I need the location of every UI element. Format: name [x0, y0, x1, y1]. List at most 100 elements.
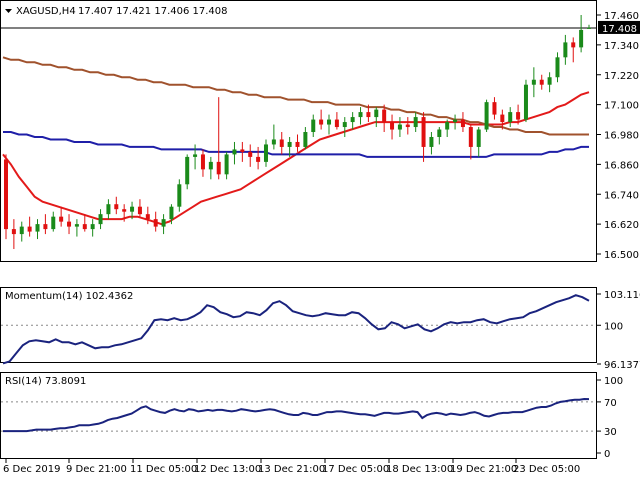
price-tick-label: 16.500 [604, 250, 639, 261]
candle-body [153, 219, 158, 227]
candle-body [445, 122, 450, 130]
price-plot [0, 15, 597, 250]
candle-body [82, 224, 87, 230]
rsi-tick-label: 100 [604, 376, 623, 387]
moving-average-line-2 [3, 131, 589, 158]
candle-body [413, 117, 418, 128]
time-tick-label: 13 Dec 21:00 [258, 464, 325, 475]
candle-body [460, 119, 465, 128]
candle-body [248, 151, 253, 157]
momentum-tick-label: 100 [604, 321, 623, 332]
candle-body [27, 226, 32, 232]
candle-body [334, 119, 339, 128]
rsi-panel-frame [0, 372, 597, 459]
candle-body [382, 109, 387, 123]
dropdown-triangle-icon[interactable] [5, 9, 12, 13]
candle-body [263, 144, 268, 162]
candle-body [35, 224, 40, 232]
candle-body [169, 206, 174, 220]
candle-body [311, 119, 316, 133]
time-tick-label: 6 Dec 2019 [3, 464, 61, 475]
candle-body [122, 209, 127, 212]
candle-body [59, 216, 64, 222]
candle-body [421, 117, 426, 147]
candle-body [106, 204, 111, 215]
candle-body [232, 149, 237, 155]
candle-body [374, 109, 379, 118]
candle-body [137, 206, 142, 215]
price-panel-frame [0, 0, 597, 262]
rsi-tick-label: 0 [604, 449, 610, 460]
candle-body [271, 139, 276, 145]
price-tick-label: 16.620 [604, 220, 639, 231]
candle-body [51, 216, 56, 230]
candle-body [185, 156, 190, 185]
candle-body [563, 42, 568, 58]
candle-body [161, 219, 166, 227]
time-tick-label: 19 Dec 21:00 [450, 464, 517, 475]
candle-body [11, 229, 16, 235]
candle-body [500, 114, 505, 123]
candle-body [516, 112, 521, 120]
current-price-badge [598, 20, 640, 34]
axes: 17.460 17.340 17.220 17.100 16.980 16.860 16.7… [3, 11, 640, 475]
chart-header[interactable]: XAGUSD,H4 17.407 17.421 17.406 17.408 [5, 6, 228, 17]
candle-body [397, 124, 402, 130]
candle-body [476, 129, 481, 147]
candle-body [366, 112, 371, 118]
candle-body [390, 122, 395, 130]
time-tick-label: 17 Dec 05:00 [322, 464, 389, 475]
rsi-tick-label: 30 [604, 427, 617, 438]
price-tick-label: 17.100 [604, 101, 639, 112]
time-tick-label: 12 Dec 13:00 [194, 464, 261, 475]
rsi-tick-label: 70 [604, 398, 617, 409]
candle-body [177, 184, 182, 207]
candle-body [453, 119, 458, 123]
price-tick-label: 17.460 [604, 11, 639, 22]
candle-body [484, 102, 489, 130]
candle-body [429, 136, 434, 147]
momentum-tick-label: 103.1163 [604, 290, 640, 301]
momentum-label: Momentum(14) 102.4362 [5, 291, 133, 302]
candle-body [327, 119, 332, 125]
candle-body [531, 79, 536, 85]
candle-body [74, 224, 79, 227]
candle-body [193, 154, 198, 157]
candle-body [19, 226, 24, 235]
candle-body [130, 206, 135, 212]
candle-body [571, 42, 576, 48]
rsi-label: RSI(14) 73.8091 [5, 376, 86, 387]
candle-body [539, 79, 544, 85]
candle-body [90, 224, 95, 230]
price-tick-label: 16.860 [604, 160, 639, 171]
candle-body [295, 141, 300, 147]
time-tick-label: 23 Dec 05:00 [513, 464, 580, 475]
candle-body [468, 127, 473, 147]
rsi-plot [1, 397, 596, 433]
candle-body [508, 112, 513, 123]
candle-body [208, 161, 213, 170]
candle-body [287, 141, 292, 147]
candle-body [555, 57, 560, 78]
price-tick-label: 16.980 [604, 131, 639, 142]
candle-body [579, 29, 584, 48]
rsi-line [3, 397, 590, 433]
candle-body [319, 119, 324, 125]
candle-body [405, 124, 410, 128]
candle-body [303, 132, 308, 147]
candle-body [224, 154, 229, 175]
momentum-tick-label: 96.1377 [604, 360, 640, 371]
candle-body [437, 129, 442, 137]
candle-body [114, 204, 119, 210]
candle-body [492, 102, 497, 115]
candle-body [67, 221, 72, 227]
candle-body [216, 161, 221, 175]
candle-body [523, 84, 528, 120]
momentum-line [2, 294, 590, 365]
momentum-plot [1, 294, 596, 365]
current-price-label: 17.408 [602, 24, 637, 35]
candle-body [145, 214, 150, 220]
candle-body [350, 117, 355, 123]
